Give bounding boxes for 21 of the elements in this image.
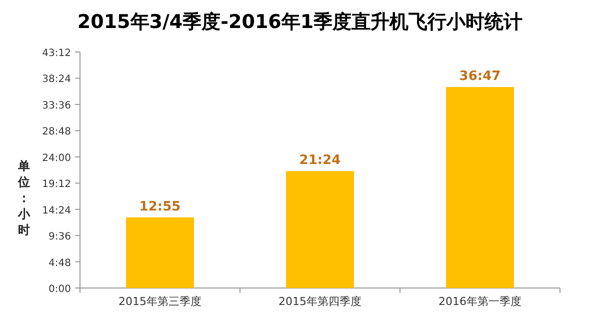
data-label: 36:47: [459, 69, 501, 84]
data-label: 12:55: [139, 199, 181, 214]
bar: [286, 171, 354, 288]
y-tick-label: 38:24: [42, 74, 71, 86]
data-label: 21:24: [299, 153, 341, 168]
y-tick-label: 19:12: [42, 179, 71, 190]
bar: [126, 217, 194, 288]
x-tick-label: 2015年第三季度: [118, 295, 202, 308]
y-axis-title: 单位：小时: [17, 159, 31, 237]
y-tick-label: 33:36: [42, 100, 71, 112]
x-tick-label: 2016年第一季度: [438, 295, 522, 308]
y-tick-label: 43:12: [42, 48, 71, 59]
y-tick-label: 0:00: [48, 284, 71, 295]
y-tick-label: 24:00: [42, 152, 71, 164]
y-tick-label: 9:36: [48, 232, 71, 243]
chart-title: 2015年3/4季度-2016年1季度直升机飞行小时统计: [77, 11, 523, 33]
y-tick-label: 14:24: [42, 205, 71, 216]
y-tick-label: 28:48: [42, 126, 71, 138]
bar: [446, 87, 514, 288]
y-tick-label: 4:48: [48, 258, 71, 269]
x-tick-label: 2015年第四季度: [278, 295, 362, 308]
